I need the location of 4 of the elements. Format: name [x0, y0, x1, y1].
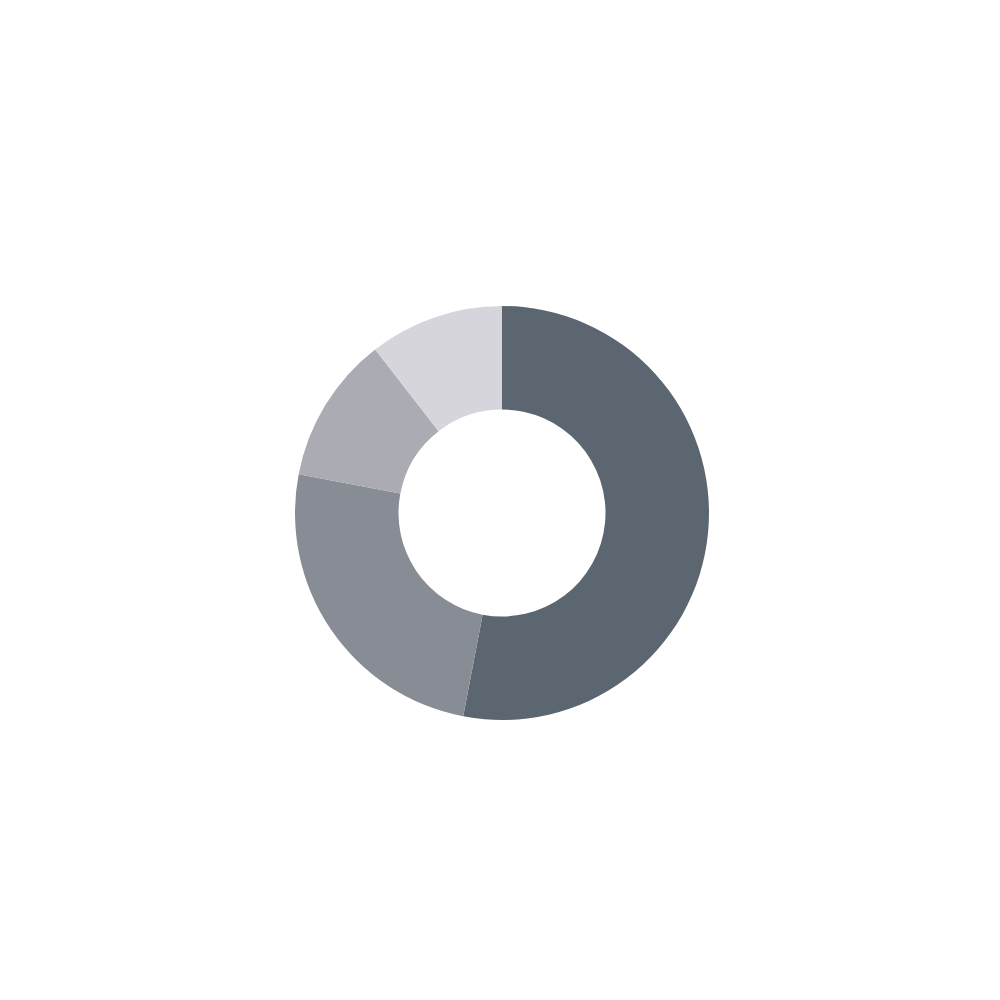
donut-slice — [295, 474, 483, 717]
donut-slice — [463, 306, 709, 720]
donut-slice — [298, 349, 439, 494]
donut-slice — [375, 306, 502, 432]
